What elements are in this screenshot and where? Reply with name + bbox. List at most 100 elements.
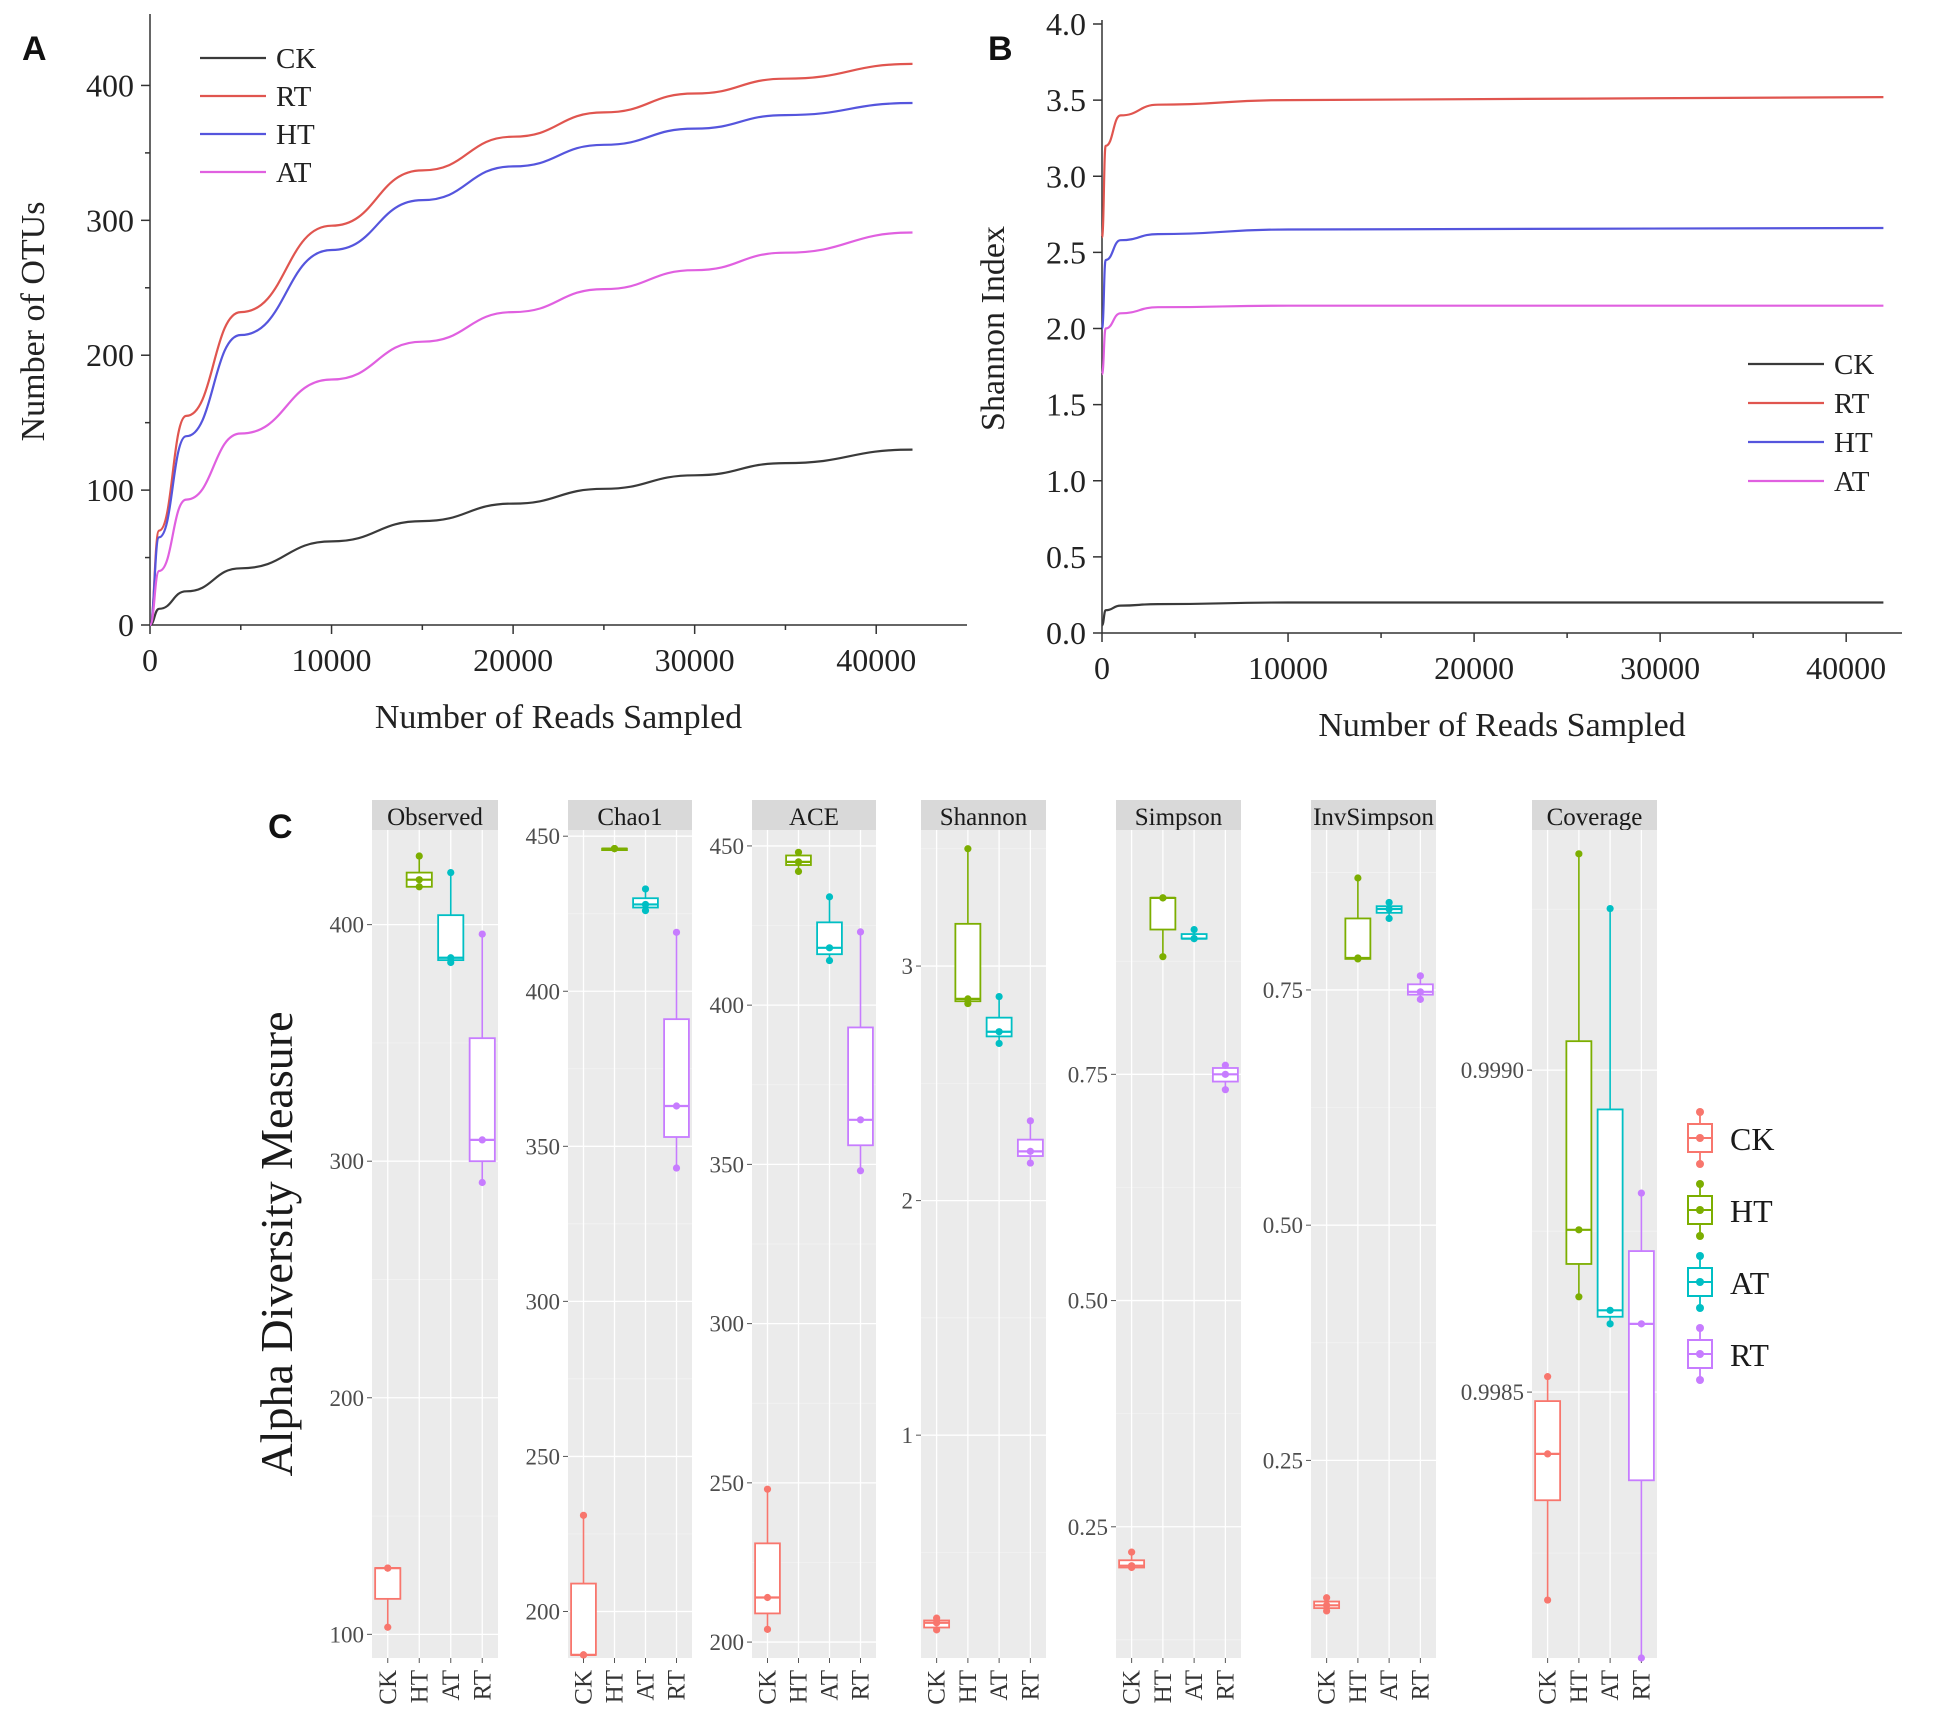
facet-panel-observed — [372, 830, 498, 1658]
legend-key-point — [1696, 1350, 1704, 1358]
facet-title-ace: ACE — [789, 804, 839, 831]
panel-b-y-tick-label: 0.0 — [1046, 615, 1086, 651]
box-iqr — [1627, 1250, 1655, 1482]
facet-y-tick-label: 3 — [902, 954, 914, 979]
box-coverage-rt — [1627, 1189, 1655, 1662]
facet-x-tick-label: CK — [755, 1670, 782, 1705]
box-ace-ht — [785, 848, 812, 876]
box-iqr — [374, 1567, 402, 1600]
facet-panel-simpson — [1116, 830, 1241, 1658]
legend-key-point — [1696, 1134, 1704, 1142]
legend-label-ht: HT — [1730, 1193, 1773, 1229]
facet-strip-ace — [752, 800, 876, 830]
facet-strip-shannon — [921, 800, 1046, 830]
panel-c-y-title: Alpha Diversity Measure — [251, 1012, 302, 1477]
panel-a-x-tick-label: 10000 — [292, 642, 372, 678]
panel-letter-a: A — [22, 30, 47, 68]
box-observed-rt — [468, 930, 496, 1187]
facet-x-tick-label: HT — [602, 1670, 629, 1703]
box-point — [794, 858, 803, 866]
facet-x-tick-label: HT — [1566, 1670, 1593, 1703]
box-point — [447, 868, 455, 877]
box-point — [1221, 1061, 1229, 1069]
panel-b-y-tick-label: 2.0 — [1046, 311, 1086, 347]
facet-title-simpson: Simpson — [1135, 804, 1223, 831]
panel-a-series-ck — [149, 448, 913, 627]
facet-y-tick-label: 1 — [902, 1423, 914, 1448]
box-point — [672, 928, 681, 936]
legend-key-point — [1696, 1304, 1704, 1312]
box-point — [1190, 934, 1198, 943]
box-shannon-rt — [1016, 1117, 1044, 1167]
box-point — [1323, 1594, 1331, 1602]
box-point — [641, 885, 650, 893]
box-point — [1159, 894, 1167, 902]
box-point — [1416, 988, 1424, 996]
box-point — [478, 1178, 486, 1187]
legend-key-point — [1696, 1108, 1704, 1116]
facet-invsimpson: InvSimpson 0.25 0.50 0.75 CK HT AT RT — [1263, 800, 1436, 1705]
facet-strip-simpson — [1116, 800, 1241, 830]
box-point — [1416, 972, 1424, 980]
panel-b-legend-label-rt: RT — [1834, 388, 1870, 420]
facet-x-tick-label: CK — [1535, 1670, 1562, 1705]
panel-b-y-tick-label: 3.0 — [1046, 158, 1086, 194]
box-shannon-ht — [954, 845, 982, 1008]
legend-label-at: AT — [1730, 1265, 1770, 1301]
facet-y-tick-label: 0.25 — [1263, 1448, 1303, 1473]
box-invsimpson-rt — [1406, 972, 1434, 1003]
box-point — [1606, 904, 1614, 913]
panel-b-x-tick-label: 30000 — [1620, 650, 1700, 686]
box-chao1-at — [632, 885, 659, 915]
facet-y-tick-label: 400 — [526, 979, 561, 1004]
facet-y-tick-label: 400 — [710, 993, 745, 1018]
panel-b-x-tick-label: 0 — [1094, 650, 1110, 686]
facet-y-tick-label: 300 — [710, 1312, 745, 1337]
box-point — [1128, 1562, 1136, 1570]
panel-b: B 0.0 0.5 1.0 1.5 2.0 2.5 3.0 3.5 4.0 0 10000 20000… — [975, 6, 1902, 744]
facet-y-tick-label: 0.50 — [1068, 1289, 1108, 1314]
box-point — [856, 1116, 865, 1124]
box-point — [1221, 1070, 1229, 1078]
box-point — [478, 930, 486, 938]
box-point — [415, 876, 423, 884]
box-invsimpson-ck — [1313, 1594, 1341, 1615]
facet-x-tick-label: CK — [375, 1670, 402, 1705]
facet-y-tick-label: 450 — [710, 834, 745, 859]
legend-key-point — [1696, 1252, 1704, 1260]
facet-panel-invsimpson — [1311, 830, 1436, 1658]
facet-y-tick-label: 350 — [526, 1134, 561, 1159]
box-point — [1637, 1654, 1645, 1662]
box-point — [641, 900, 650, 909]
box-simpson-rt — [1211, 1061, 1239, 1094]
panel-b-x-title: Number of Reads Sampled — [1318, 707, 1685, 744]
panel-a-legend-label-ck: CK — [276, 43, 316, 75]
box-simpson-ht — [1149, 894, 1177, 961]
panel-a-y-tick-label: 400 — [86, 67, 134, 103]
box-shannon-ck — [923, 1614, 951, 1634]
facet-title-chao1: Chao1 — [597, 804, 662, 831]
box-chao1-rt — [663, 928, 690, 1172]
facet-x-tick-label: AT — [1597, 1670, 1624, 1701]
facet-ace: ACE 200 250 300 350 400 450 CK HT AT RT — [710, 800, 876, 1705]
box-point — [1606, 1320, 1614, 1328]
box-point — [1385, 914, 1393, 923]
box-observed-at — [437, 868, 465, 967]
box-point — [1575, 1293, 1583, 1301]
box-point — [1354, 954, 1362, 962]
box-point — [794, 867, 803, 876]
panel-b-y-title: Shannon Index — [975, 226, 1012, 431]
facet-y-tick-label: 300 — [330, 1149, 365, 1174]
facet-x-tick-label: CK — [1314, 1670, 1341, 1705]
legend-key-point — [1696, 1160, 1704, 1168]
panel-b-y-tick-label: 1.5 — [1046, 387, 1086, 423]
facet-y-tick-label: 0.75 — [1263, 978, 1303, 1003]
legend-label-ck: CK — [1730, 1121, 1774, 1157]
box-point — [1416, 995, 1424, 1003]
box-point — [1385, 905, 1393, 913]
facet-x-tick-label: AT — [438, 1670, 465, 1701]
facet-y-tick-label: 250 — [710, 1471, 745, 1496]
box-coverage-ht — [1565, 850, 1593, 1301]
box-point — [1323, 1601, 1331, 1609]
